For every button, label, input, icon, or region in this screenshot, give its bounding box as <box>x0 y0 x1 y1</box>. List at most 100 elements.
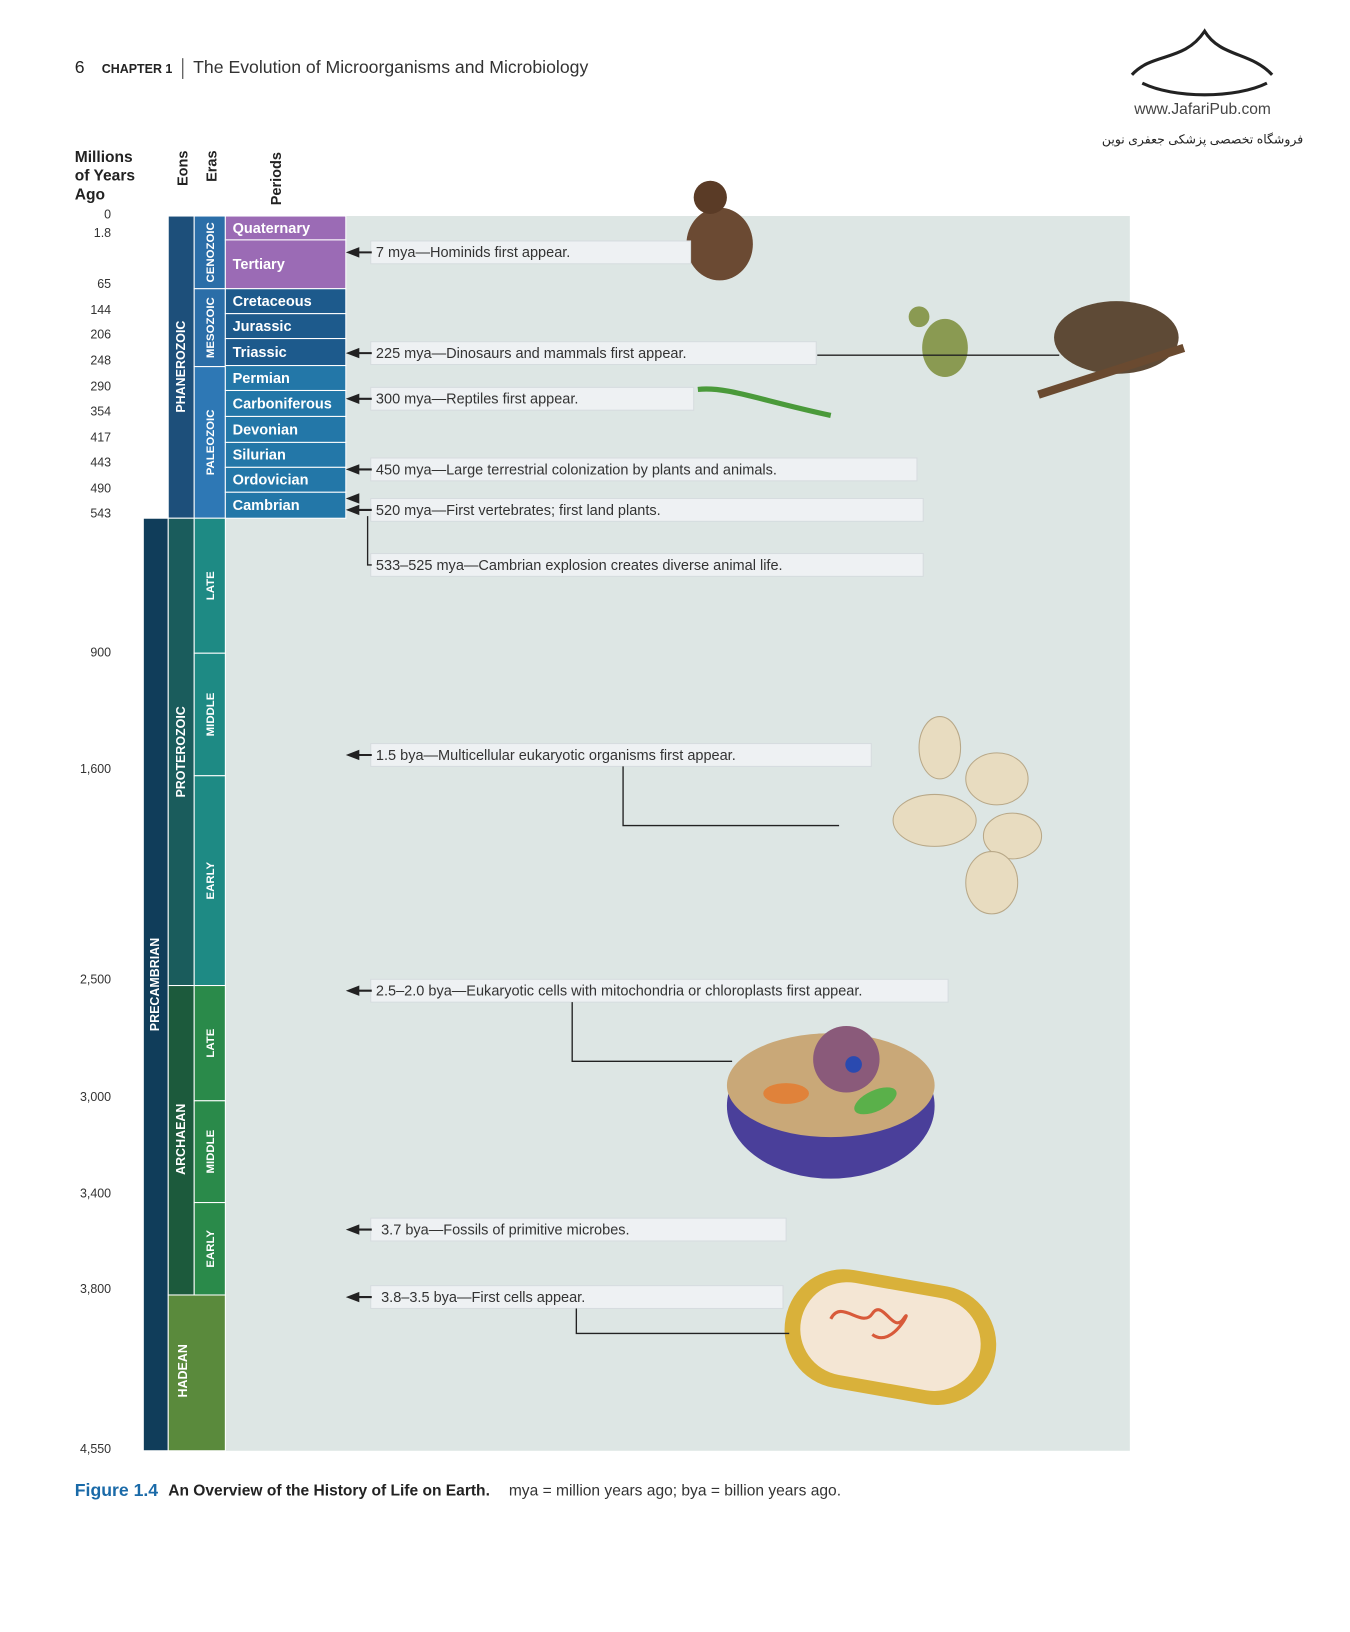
event-label: 520 mya—First vertebrates; first land pl… <box>376 503 661 519</box>
logo <box>1130 28 1274 97</box>
event-arrowhead <box>345 247 360 258</box>
dinosaur-illustration <box>908 306 968 377</box>
event-arrowhead <box>345 749 360 761</box>
eon-label: PRECAMBRIAN <box>148 938 162 1031</box>
eon-block <box>167 985 195 1296</box>
event-label: 7 mya—Hominids first appear. <box>376 245 570 261</box>
period-label: Tertiary <box>233 257 285 273</box>
event-arrowhead <box>345 504 360 516</box>
chapter-label: CHAPTER 1 <box>102 62 173 76</box>
era-label: MIDDLE <box>205 692 217 736</box>
periods-header: Periods <box>269 152 285 205</box>
multicellular-illustration <box>892 716 1043 915</box>
period-label: Silurian <box>233 448 286 464</box>
period-label: Cambrian <box>233 498 300 514</box>
period-block <box>224 313 347 340</box>
time-label: 248 <box>90 354 111 368</box>
event-arrowhead <box>345 393 360 404</box>
time-label: 3,400 <box>80 1187 111 1201</box>
era-block <box>193 1202 226 1296</box>
time-label: 206 <box>90 328 111 342</box>
era-block <box>193 215 226 290</box>
event-arrowhead <box>345 464 360 475</box>
time-label: 2,500 <box>80 973 111 987</box>
period-label: Carboniferous <box>233 396 332 412</box>
eukaryotic-cell-illustration <box>726 1026 935 1179</box>
eon-block <box>142 517 169 1452</box>
time-label: 490 <box>90 481 111 495</box>
event-arrowhead <box>345 985 360 996</box>
caption-title: An Overview of the History of Life on Ea… <box>168 1482 490 1499</box>
period-block <box>224 466 347 493</box>
period-block <box>224 441 347 468</box>
time-label: 0 <box>104 207 111 221</box>
time-label: 354 <box>90 405 111 419</box>
era-label: MIDDLE <box>205 1129 217 1173</box>
period-label: Cretaceous <box>233 294 312 310</box>
eras-header: Eras <box>205 150 221 181</box>
event-label: 450 mya—Large terrestrial colonization b… <box>376 462 777 478</box>
era-label: PALEOZOIC <box>205 410 217 476</box>
time-label: 1,600 <box>80 762 111 776</box>
time-header: Millions <box>75 149 133 166</box>
event-arrowhead <box>345 1224 360 1235</box>
bracket-line <box>366 516 372 566</box>
event-arrowhead <box>345 347 360 359</box>
page-number: 6 <box>75 57 85 77</box>
eon-label: PROTEROZOIC <box>174 706 188 797</box>
event-label: 533–525 mya—Cambrian explosion creates d… <box>376 558 783 574</box>
period-block <box>224 239 347 290</box>
time-label: 1.8 <box>94 226 111 240</box>
time-label: 900 <box>90 646 111 660</box>
eons-header: Eons <box>176 151 192 187</box>
era-block <box>193 366 226 519</box>
lizard-illustration <box>697 386 832 418</box>
mammal-illustration <box>1037 301 1186 399</box>
period-label: Quaternary <box>233 221 310 237</box>
era-block <box>193 1100 226 1204</box>
connector-line <box>622 766 840 827</box>
era-label: LATE <box>205 571 217 600</box>
period-block <box>224 288 347 315</box>
event-label: 2.5–2.0 bya—Eukaryotic cells with mitoch… <box>376 984 863 1000</box>
period-label: Ordovician <box>233 473 309 489</box>
era-label: EARLY <box>205 1230 217 1268</box>
eon-label: PHANEROZOIC <box>174 321 188 413</box>
chapter-title: The Evolution of Microorganisms and Micr… <box>193 57 588 77</box>
period-label: Permian <box>233 371 290 387</box>
time-header: Ago <box>75 186 105 203</box>
watermark-url: www.JafariPub.com <box>1133 101 1271 118</box>
era-block <box>193 652 226 777</box>
period-block <box>224 491 347 519</box>
era-label: LATE <box>205 1028 217 1057</box>
event-label: 3.8–3.5 bya—First cells appear. <box>381 1290 585 1306</box>
time-label: 443 <box>90 455 111 469</box>
connector-line <box>575 1308 790 1335</box>
event-arrowhead <box>345 493 360 504</box>
eon-label: ARCHAEAN <box>174 1104 188 1175</box>
time-label: 3,000 <box>80 1090 111 1104</box>
period-label: Devonian <box>233 422 298 438</box>
time-label: 144 <box>90 303 111 317</box>
watermark-store: فروشگاه تخصصی پزشکی جعفری نوین <box>1102 132 1303 148</box>
eon-block <box>167 1294 226 1452</box>
event-arrowhead <box>345 1291 360 1303</box>
event-label: 3.7 bya—Fossils of primitive microbes. <box>381 1222 629 1238</box>
event-label: 225 mya—Dinosaurs and mammals first appe… <box>376 346 687 362</box>
period-label: Jurassic <box>233 319 292 335</box>
timeline-background <box>225 216 1130 1451</box>
hominid-illustration <box>686 180 753 281</box>
period-block <box>224 338 347 367</box>
era-label: EARLY <box>205 861 217 899</box>
time-label: 3,800 <box>80 1282 111 1296</box>
time-label: 417 <box>90 431 111 445</box>
era-block <box>193 775 226 987</box>
event-label: 300 mya—Reptiles first appear. <box>376 392 579 408</box>
era-block <box>193 985 226 1102</box>
eon-label: HADEAN <box>176 1344 190 1397</box>
caption-figure: Figure 1.4 <box>75 1480 159 1500</box>
time-label: 290 <box>90 380 111 394</box>
caption-note: mya = million years ago; bya = billion y… <box>509 1482 841 1499</box>
time-label: 4,550 <box>80 1442 111 1456</box>
